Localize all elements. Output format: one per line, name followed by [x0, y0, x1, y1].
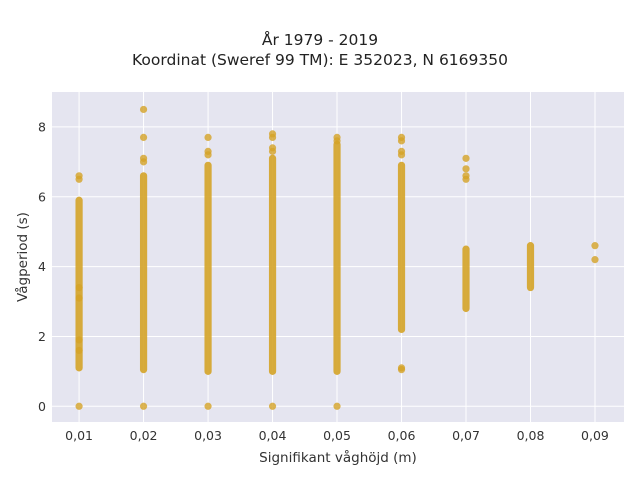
- data-point: [462, 175, 470, 183]
- data-point-band: [333, 140, 341, 375]
- y-tick-label: 8: [38, 119, 46, 134]
- y-tick-label: 4: [38, 259, 46, 274]
- data-point-band: [139, 172, 148, 374]
- data-point: [397, 366, 406, 374]
- y-tick-label: 2: [38, 329, 46, 344]
- data-point: [75, 402, 83, 410]
- chart-title-line: År 1979 - 2019: [261, 31, 379, 49]
- x-tick-label: 0,04: [259, 428, 287, 443]
- data-point: [75, 294, 83, 302]
- data-point: [75, 175, 83, 183]
- data-point: [268, 147, 277, 155]
- data-point: [204, 402, 212, 410]
- x-tick-label: 0,09: [581, 428, 609, 443]
- data-point: [204, 151, 212, 159]
- data-point-band: [204, 161, 212, 375]
- data-point: [591, 256, 599, 264]
- data-point: [139, 158, 148, 166]
- data-point: [397, 151, 406, 159]
- y-tick-label: 0: [38, 399, 46, 414]
- data-point-band: [462, 245, 470, 313]
- x-tick-label: 0,06: [388, 428, 416, 443]
- x-tick-label: 0,03: [194, 428, 222, 443]
- data-point: [591, 242, 599, 250]
- y-axis-label: Vågperiod (s): [14, 212, 31, 302]
- data-point: [462, 154, 470, 162]
- data-point: [333, 137, 341, 145]
- x-tick-label: 0,08: [517, 428, 545, 443]
- x-axis-ticks: 0,01 0,02 0,03 0,04 0,05 0,06 0,07 0,08 0,09: [65, 428, 609, 443]
- x-tick-label: 0,01: [65, 428, 93, 443]
- data-point: [75, 283, 83, 292]
- data-point-band: [397, 161, 406, 334]
- x-tick-label: 0,05: [323, 428, 351, 443]
- data-point-band: [268, 154, 277, 375]
- data-point: [462, 165, 470, 173]
- x-axis-label: Signifikant våghöjd (m): [259, 449, 417, 466]
- data-point: [75, 346, 83, 355]
- data-point: [139, 133, 148, 141]
- data-points: [75, 105, 599, 410]
- data-point: [268, 402, 277, 410]
- data-point: [397, 137, 406, 145]
- data-point-band: [526, 242, 535, 292]
- data-point: [139, 402, 148, 410]
- chart-subtitle-line: Koordinat (Sweref 99 TM): E 352023, N 61…: [132, 51, 508, 69]
- data-point: [268, 133, 277, 141]
- data-point: [139, 105, 148, 114]
- y-tick-label: 6: [38, 189, 46, 204]
- data-point: [333, 402, 341, 410]
- data-point: [75, 336, 83, 344]
- chart-title: År 1979 - 2019 Koordinat (Sweref 99 TM):…: [0, 30, 640, 70]
- x-tick-label: 0,07: [452, 428, 480, 443]
- y-axis-ticks: 0 2 4 6 8: [38, 119, 46, 413]
- data-point: [204, 133, 212, 141]
- x-tick-label: 0,02: [130, 428, 158, 443]
